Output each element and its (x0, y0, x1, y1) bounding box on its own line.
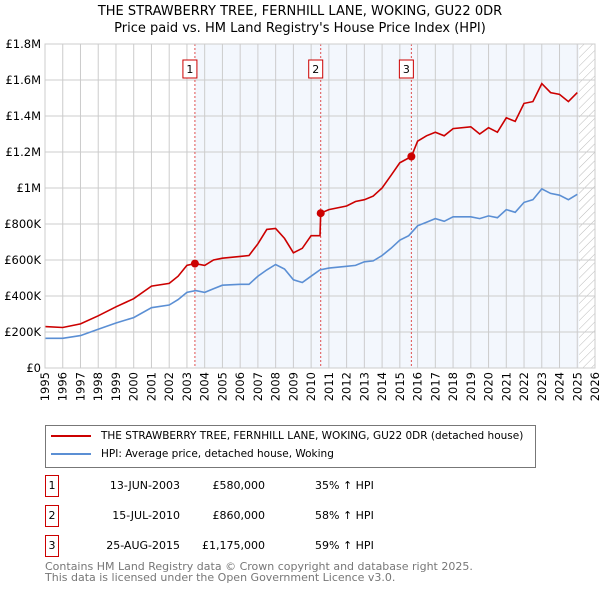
sale-point (316, 209, 325, 218)
x-tick-label: 2019 (464, 372, 478, 401)
transaction-date: 13-JUN-2003 (109, 479, 180, 492)
transaction-marker-label: 3 (403, 63, 410, 76)
legend-swatch (51, 453, 91, 455)
transaction-marker-label: 1 (186, 63, 193, 76)
x-tick-label: 2022 (517, 372, 531, 401)
x-tick-label: 1995 (38, 372, 52, 401)
transaction-hpi-diff: 58% ↑ HPI (315, 509, 374, 522)
transaction-price: £580,000 (212, 479, 266, 492)
y-tick-label: £200K (4, 325, 41, 339)
transaction-marker-box (398, 59, 414, 79)
transaction-number: 2 (45, 505, 59, 527)
footer-line: This data is licensed under the Open Gov… (45, 571, 396, 584)
x-tick-label: 2003 (180, 372, 194, 401)
y-tick-label: £800K (4, 217, 41, 231)
series-line (45, 187, 578, 340)
y-tick-label: £400K (4, 289, 41, 303)
x-tick-label: 2009 (286, 372, 300, 401)
transaction-number: 3 (45, 535, 59, 557)
footer-line: Contains HM Land Registry data © Crown c… (45, 560, 473, 573)
chart-title: THE STRAWBERRY TREE, FERNHILL LANE, WOKI… (0, 3, 600, 37)
transaction-marker-label: 2 (312, 63, 319, 76)
transaction-date: 25-AUG-2015 (106, 539, 180, 552)
ownership-shade (194, 44, 580, 368)
transaction-date: 15-JUL-2010 (112, 509, 180, 522)
transaction-marker-box (182, 59, 198, 79)
forecast-hatch (579, 44, 595, 368)
x-tick-label: 2024 (553, 372, 567, 401)
x-tick-label: 2025 (570, 372, 584, 401)
transaction-marker-box (308, 59, 324, 79)
x-tick-label: 1998 (91, 372, 105, 401)
x-tick-label: 1996 (56, 372, 70, 401)
x-tick-label: 2013 (357, 372, 371, 401)
x-tick-label: 2001 (144, 372, 158, 401)
x-tick-label: 2023 (535, 372, 549, 401)
transaction-hpi-diff: 59% ↑ HPI (315, 539, 374, 552)
plot-frame (44, 43, 596, 369)
x-tick-label: 2005 (215, 372, 229, 401)
x-tick-label: 1999 (109, 372, 123, 401)
x-tick-label: 2015 (393, 372, 407, 401)
transaction-number: 1 (45, 475, 59, 497)
sale-point (190, 259, 199, 268)
x-tick-label: 2010 (304, 372, 318, 401)
x-tick-label: 2018 (446, 372, 460, 401)
x-tick-label: 2011 (322, 372, 336, 401)
y-tick-label: £600K (4, 253, 41, 267)
x-tick-label: 2006 (233, 372, 247, 401)
x-tick-label: 2016 (411, 372, 425, 401)
y-tick-label: £0 (26, 361, 41, 375)
y-tick-label: £1.4M (5, 109, 41, 123)
title-line: THE STRAWBERRY TREE, FERNHILL LANE, WOKI… (97, 4, 503, 19)
legend-item-hpi: HPI: Average price, detached house, Woki… (51, 448, 334, 460)
x-tick-label: 2014 (375, 372, 389, 401)
x-tick-label: 2008 (269, 372, 283, 401)
transaction-price: £1,175,000 (202, 539, 265, 552)
legend-swatch (51, 435, 91, 437)
price-chart: £0 £200K £400K £600K £800K £1M £1.2M £1.4M £1.6M… (4, 37, 600, 401)
legend-label: THE STRAWBERRY TREE, FERNHILL LANE, WOKI… (101, 430, 524, 442)
x-tick-label: 2021 (499, 372, 513, 401)
legend: THE STRAWBERRY TREE, FERNHILL LANE, WOKI… (45, 425, 536, 468)
y-tick-label: £1.6M (5, 73, 41, 87)
subtitle-line: Price paid vs. HM Land Registry's House … (114, 21, 486, 36)
x-tick-label: 2012 (340, 372, 354, 401)
x-tick-label: 2017 (428, 372, 442, 401)
sale-point (407, 152, 416, 161)
transaction-hpi-diff: 35% ↑ HPI (315, 479, 374, 492)
x-tick-label: 2020 (482, 372, 496, 401)
x-tick-label: 2007 (251, 372, 265, 401)
legend-label: HPI: Average price, detached house, Woki… (101, 448, 334, 460)
footer: Contains HM Land Registry data © Crown c… (45, 561, 473, 583)
x-tick-label: 2002 (162, 372, 176, 401)
legend-item-property: THE STRAWBERRY TREE, FERNHILL LANE, WOKI… (51, 430, 523, 442)
x-tick-label: 2004 (198, 372, 212, 401)
transaction-price: £860,000 (212, 509, 266, 522)
y-tick-label: £1.8M (5, 37, 41, 51)
x-tick-label: 1997 (73, 372, 87, 401)
x-tick-label: 2026 (588, 372, 600, 401)
y-tick-label: £1.2M (5, 145, 41, 159)
x-tick-label: 2000 (127, 372, 141, 401)
series-line (44, 82, 578, 329)
y-tick-label: £1M (16, 181, 41, 195)
